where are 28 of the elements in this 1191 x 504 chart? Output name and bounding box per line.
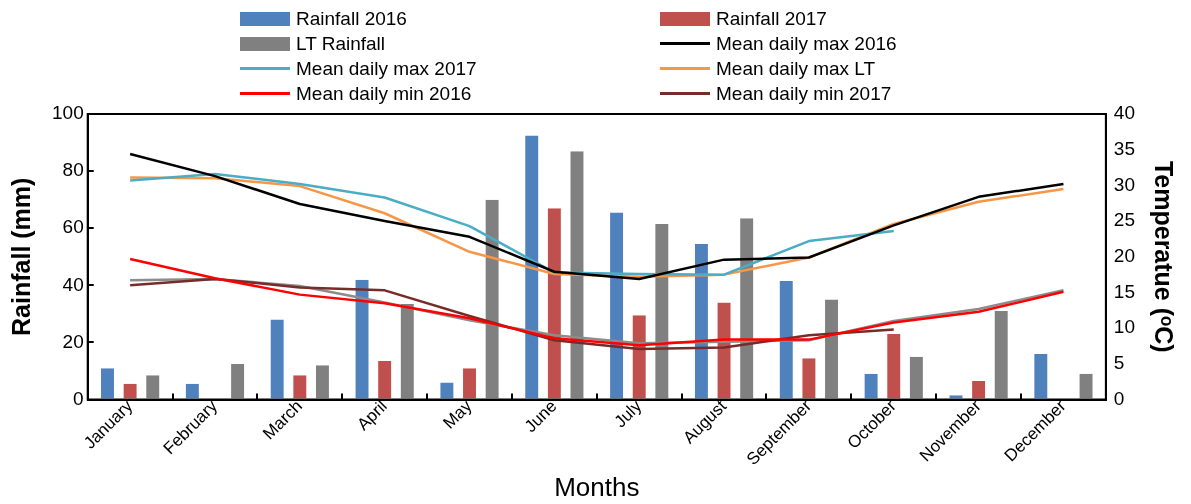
y-axis-title: Rainfall (mm) <box>6 177 35 336</box>
y-tick-label: 0 <box>73 387 84 409</box>
x-axis-title: Months <box>554 471 640 502</box>
x-tick-label: May <box>439 396 476 433</box>
y2-tick-label: 30 <box>1113 173 1136 195</box>
y2-tick-label: 25 <box>1113 209 1136 231</box>
legend-label: Mean daily min 2017 <box>716 82 892 106</box>
legend-label: Mean daily max LT <box>716 57 876 81</box>
y-tick-label: 80 <box>62 159 84 181</box>
y-tick-label: 20 <box>62 330 84 352</box>
y-tick-label: 100 <box>52 102 84 124</box>
y2-tick-label: 20 <box>1113 245 1136 267</box>
y2-tick-label: 10 <box>1113 316 1136 338</box>
y2-tick-label: 15 <box>1113 280 1136 302</box>
legend-label: Rainfall 2017 <box>716 7 827 31</box>
y-tick-label: 60 <box>62 216 84 238</box>
legend-label: Rainfall 2016 <box>296 7 407 31</box>
legend-label: LT Rainfall <box>296 32 386 56</box>
y2-axis-title: Temperatue (ᵒC) <box>1150 160 1179 353</box>
legend-label: Mean daily max 2017 <box>296 57 477 81</box>
y2-tick-label: 0 <box>1113 387 1125 409</box>
y2-tick-label: 40 <box>1113 102 1136 124</box>
y2-tick-label: 35 <box>1113 137 1136 159</box>
y2-tick-label: 5 <box>1113 352 1125 374</box>
x-tick-label: July <box>610 396 646 432</box>
legend-label: Mean daily min 2016 <box>296 82 472 106</box>
y-tick-label: 40 <box>62 273 84 295</box>
legend-label: Mean daily max 2016 <box>716 32 897 56</box>
